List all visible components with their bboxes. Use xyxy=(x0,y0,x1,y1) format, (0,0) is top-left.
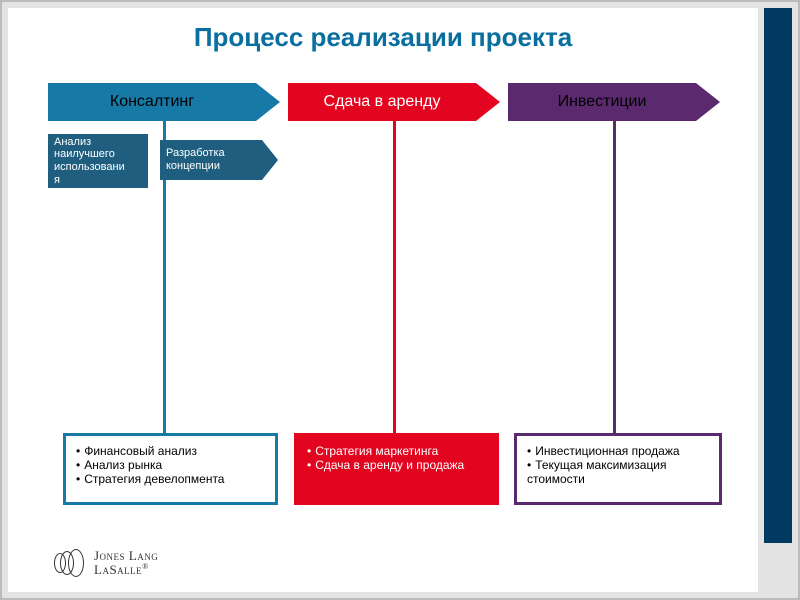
sub-step-label: Разработка концепции xyxy=(160,140,262,180)
sub-step: Разработка концепции xyxy=(160,140,278,180)
right-accent-bar xyxy=(764,8,792,543)
list-item: Анализ рынка xyxy=(76,458,265,472)
page-title: Процесс реализации проекта xyxy=(8,8,758,53)
logo-line2: LaSalle xyxy=(94,562,142,577)
logo-suffix: ® xyxy=(142,562,149,571)
logo: Jones Lang LaSalle® xyxy=(54,548,158,578)
phase-label: Инвестиции xyxy=(508,83,696,121)
phase-label: Сдача в аренду xyxy=(288,83,476,121)
diagram-canvas: Консалтинг Анализ наилучшего использовани… xyxy=(48,78,738,502)
connector-line xyxy=(613,121,616,433)
list-item: Сдача в аренду и продажа xyxy=(307,458,486,472)
arrow-head-icon xyxy=(256,83,280,121)
list-item: Инвестиционная продажа xyxy=(527,444,709,458)
logo-text: Jones Lang LaSalle® xyxy=(94,549,158,576)
slide: Процесс реализации проекта Консалтинг Ана… xyxy=(8,8,758,592)
arrow-head-icon xyxy=(476,83,500,121)
list-item: Текущая максимизация стоимости xyxy=(527,458,709,486)
phase-details-consulting: Финансовый анализАнализ рынкаСтратегия д… xyxy=(63,433,278,505)
arrow-head-icon xyxy=(696,83,720,121)
phase-label: Консалтинг xyxy=(48,83,256,121)
phase-arrow-investment: Инвестиции xyxy=(508,83,720,121)
phase-details-investment: Инвестиционная продажаТекущая максимизац… xyxy=(514,433,722,505)
arrow-head-icon xyxy=(262,140,278,180)
list-item: Стратегия девелопмента xyxy=(76,472,265,486)
details-list: Стратегия маркетингаСдача в аренду и про… xyxy=(307,444,486,472)
logo-mark-icon xyxy=(54,548,84,578)
phase-details-leasing: Стратегия маркетингаСдача в аренду и про… xyxy=(294,433,499,505)
sub-step-label: Анализ наилучшего использовани я xyxy=(48,134,148,188)
connector-line xyxy=(393,121,396,433)
sub-step: Анализ наилучшего использовани я xyxy=(48,134,148,188)
list-item: Стратегия маркетинга xyxy=(307,444,486,458)
phase-arrow-leasing: Сдача в аренду xyxy=(288,83,500,121)
details-list: Финансовый анализАнализ рынкаСтратегия д… xyxy=(76,444,265,486)
list-item: Финансовый анализ xyxy=(76,444,265,458)
details-list: Инвестиционная продажаТекущая максимизац… xyxy=(527,444,709,486)
phase-arrow-consulting: Консалтинг xyxy=(48,83,280,121)
